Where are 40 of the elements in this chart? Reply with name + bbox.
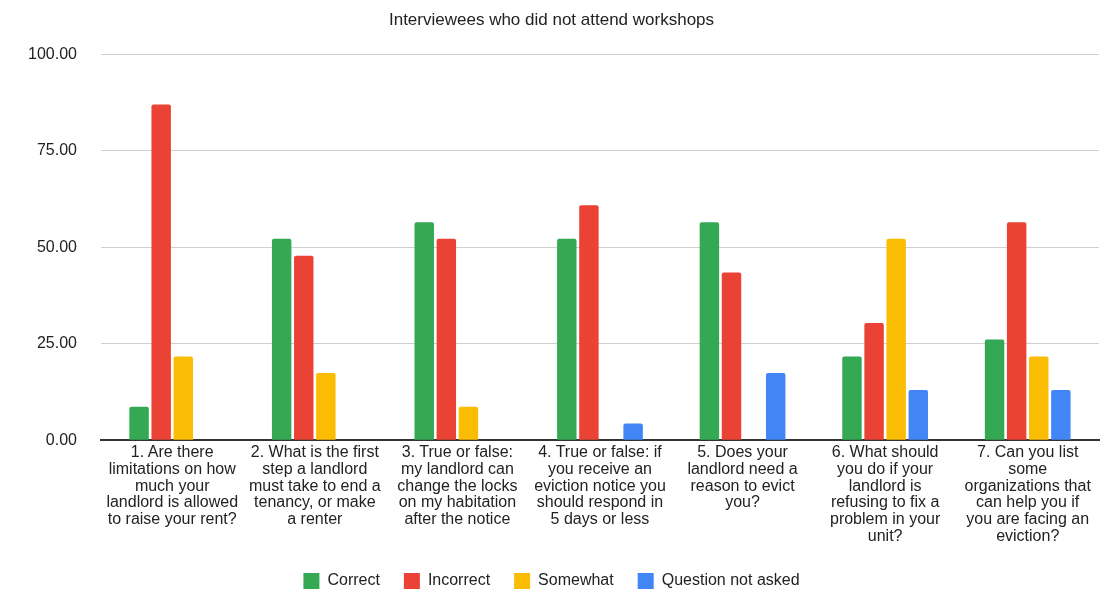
bar — [271, 238, 292, 440]
bar — [316, 373, 336, 440]
bar — [886, 238, 906, 440]
bar — [721, 272, 742, 440]
x-tick-label: 2. What is the first step a landlord must take to end a tenancy, or make a renter — [248, 443, 381, 528]
bar — [458, 406, 479, 440]
bar — [842, 356, 862, 440]
x-tick-label: 1. Are there limitations on how much your landlord is allowed to raise your rent? — [106, 443, 239, 528]
bar — [908, 390, 928, 440]
bar — [414, 222, 434, 440]
bar — [173, 356, 193, 440]
bar — [557, 238, 577, 440]
bar — [436, 238, 457, 440]
legend-label: Correct — [327, 571, 381, 589]
bar — [1051, 390, 1071, 440]
x-tick-label: 3. True or false: my landlord can change the locks on my habitation after the notice — [397, 443, 518, 528]
x-tick-label: 4. True or false: if you receive an eviction notice you should respond in 5 days or less — [534, 443, 666, 528]
legend-label: Incorrect — [427, 571, 491, 589]
y-tick-label: 0.00 — [45, 430, 78, 448]
x-tick-label: 5. Does your landlord need a reason to evict you? — [687, 443, 798, 511]
bar — [294, 255, 314, 440]
bar — [984, 339, 1005, 440]
legend-label: Question not asked — [661, 571, 800, 589]
legend-label: Somewhat — [538, 571, 615, 589]
bar — [151, 104, 171, 440]
x-tick-label: 7. Can you list some organizations that can help you if you are facing an eviction? — [964, 443, 1092, 545]
bar — [623, 423, 643, 440]
bar — [579, 205, 599, 440]
bar — [699, 222, 720, 440]
bar — [129, 406, 149, 440]
y-tick-label: 25.00 — [36, 334, 78, 352]
bar — [1006, 222, 1027, 440]
chart-title: Interviewees who did not attend workshops — [388, 9, 715, 29]
y-tick-label: 50.00 — [36, 237, 78, 255]
y-tick-label: 75.00 — [36, 141, 78, 159]
bar — [864, 322, 884, 440]
x-tick-label: 6. What should you do if your landlord is refusing to fix a problem in your unit? — [829, 443, 941, 545]
bar — [765, 373, 786, 440]
bar — [1029, 356, 1049, 440]
y-tick-label: 100.00 — [28, 44, 78, 62]
